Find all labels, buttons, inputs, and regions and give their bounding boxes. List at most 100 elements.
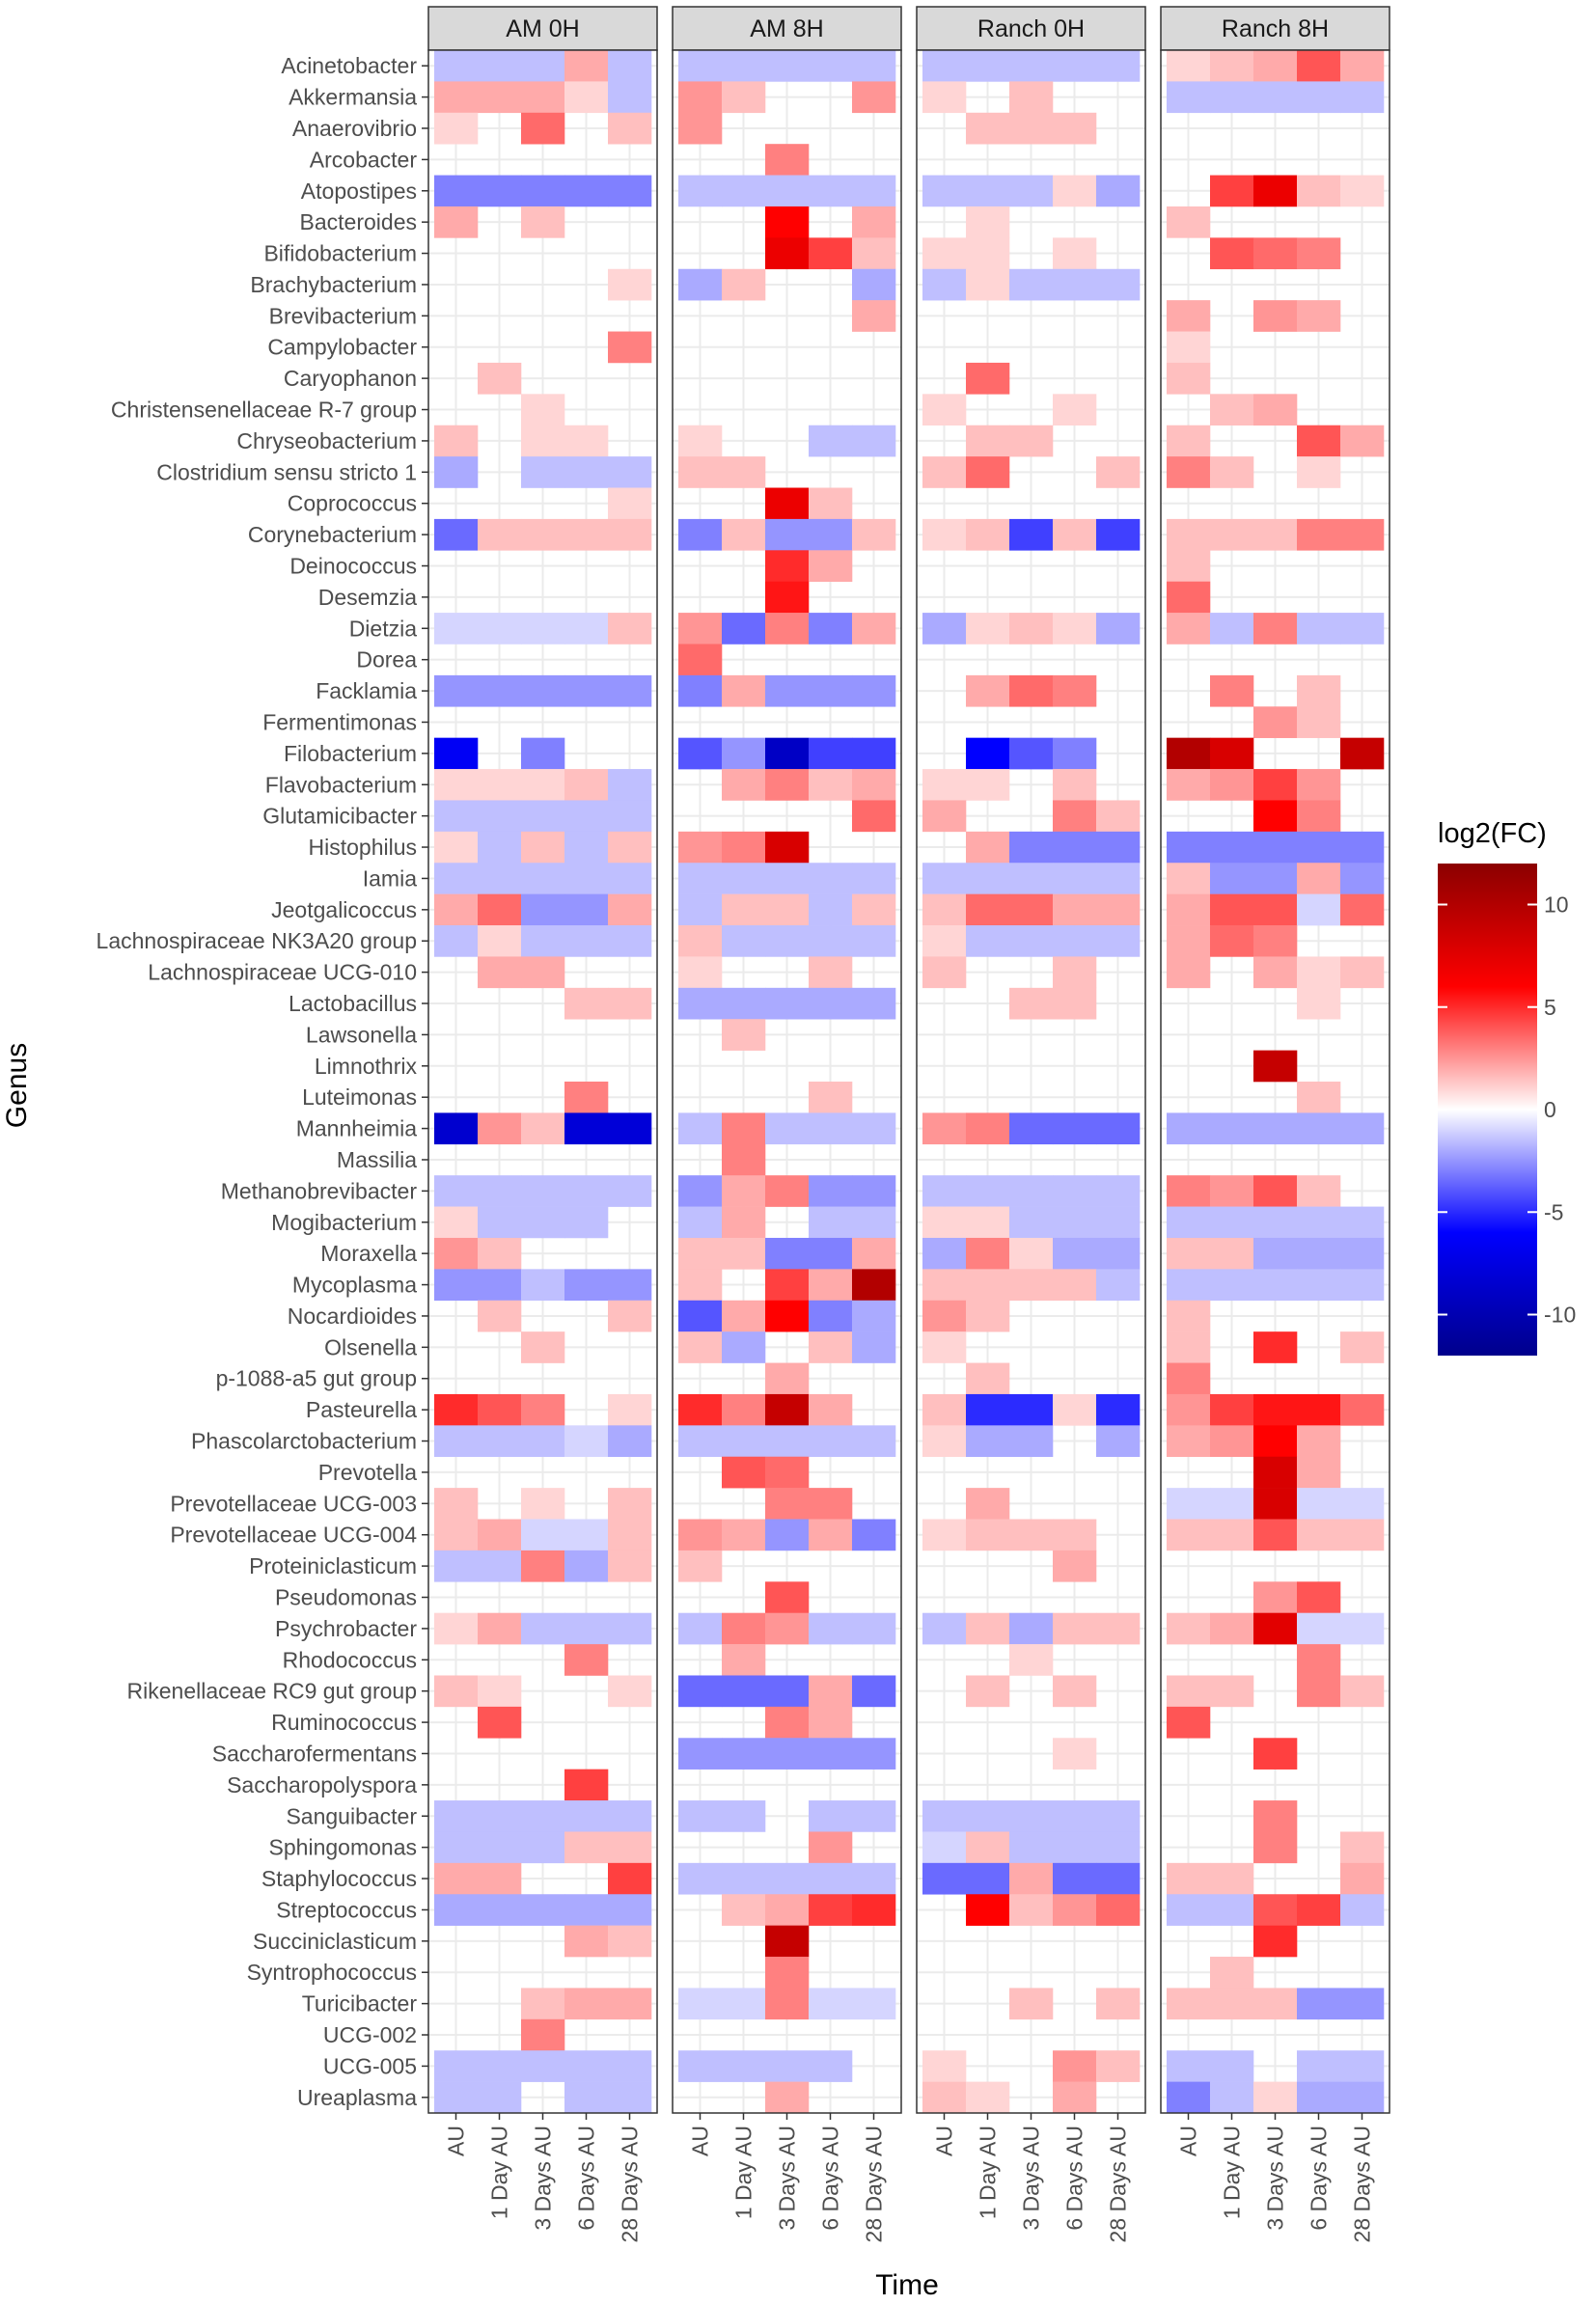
- heatmap-cell: [521, 1800, 565, 1832]
- heatmap-cell: [765, 1425, 810, 1458]
- heatmap-cell: [608, 863, 652, 894]
- heatmap-cell: [478, 1612, 522, 1645]
- heatmap-cell: [722, 1175, 766, 1207]
- heatmap-cell: [922, 1831, 967, 1864]
- heatmap-cell: [966, 925, 1010, 957]
- heatmap-cell: [722, 1425, 766, 1458]
- heatmap-cell: [1009, 518, 1054, 551]
- heatmap-cell: [564, 1425, 609, 1458]
- heatmap-cell: [678, 1612, 723, 1645]
- heatmap-cell: [678, 893, 723, 926]
- heatmap-cell: [1340, 863, 1385, 894]
- heatmap-cell: [434, 1237, 479, 1270]
- heatmap-cell: [765, 1988, 810, 2020]
- heatmap-cell: [434, 800, 479, 833]
- heatmap-cell: [434, 1488, 479, 1520]
- heatmap-cell: [608, 518, 652, 551]
- heatmap-cell: [521, 863, 565, 894]
- heatmap-cell: [478, 2050, 522, 2082]
- heatmap-cell: [1167, 1206, 1211, 1239]
- heatmap-cell: [1167, 1425, 1211, 1458]
- heatmap-cell: [521, 1894, 565, 1926]
- heatmap-cell: [1009, 1269, 1054, 1302]
- y-tick-label: Jeotgalicoccus: [271, 897, 417, 922]
- heatmap-cell: [1253, 1831, 1298, 1864]
- heatmap-cell: [1297, 50, 1341, 82]
- heatmap-cell: [1167, 613, 1211, 645]
- heatmap-cell: [1053, 1612, 1097, 1645]
- heatmap-cell: [678, 1269, 723, 1302]
- heatmap-cell: [1253, 800, 1298, 833]
- heatmap-cell: [852, 1425, 896, 1458]
- y-tick-label: Rhodococcus: [283, 1647, 417, 1672]
- y-tick-label: Sphingomonas: [269, 1835, 417, 1860]
- y-tick-label: Phascolarctobacterium: [191, 1429, 417, 1454]
- heatmap-cell: [809, 2050, 853, 2082]
- heatmap-cell: [521, 1206, 565, 1239]
- heatmap-cell: [1253, 1206, 1298, 1239]
- heatmap-cell: [966, 737, 1010, 770]
- heatmap-cell: [922, 800, 967, 833]
- heatmap-cell: [1167, 737, 1211, 770]
- heatmap-cell: [1297, 1675, 1341, 1708]
- heatmap-cell: [678, 1519, 723, 1551]
- heatmap-cell: [1053, 394, 1097, 426]
- y-tick-label: Sanguibacter: [286, 1803, 417, 1828]
- heatmap-cell: [1096, 1612, 1141, 1645]
- heatmap-cell: [564, 925, 609, 957]
- heatmap-cell: [1253, 237, 1298, 270]
- heatmap-cell: [809, 175, 853, 207]
- heatmap-cell: [478, 893, 522, 926]
- heatmap-cell: [852, 1237, 896, 1270]
- heatmap-cell: [765, 1862, 810, 1895]
- heatmap-cell: [1096, 1175, 1141, 1207]
- heatmap-cell: [608, 1112, 652, 1145]
- heatmap-cell: [608, 456, 652, 488]
- heatmap-cell: [1053, 800, 1097, 833]
- heatmap-cell: [478, 863, 522, 894]
- heatmap-cell: [678, 456, 723, 488]
- heatmap-cell: [765, 2050, 810, 2082]
- x-tick-label: 28 Days AU: [1350, 2126, 1375, 2242]
- heatmap-cell: [765, 987, 810, 1020]
- x-tick-label: AU: [444, 2126, 469, 2156]
- heatmap-cell: [1210, 1488, 1254, 1520]
- heatmap-cell: [521, 1269, 565, 1302]
- heatmap-cell: [1096, 831, 1141, 864]
- heatmap-cell: [966, 1831, 1010, 1864]
- heatmap-cell: [1009, 737, 1054, 770]
- heatmap-cell: [678, 1800, 723, 1832]
- heatmap-cell: [564, 425, 609, 457]
- heatmap-cell: [1009, 425, 1054, 457]
- heatmap-cell: [852, 1519, 896, 1551]
- heatmap-cell: [1340, 1675, 1385, 1708]
- heatmap-cell: [852, 893, 896, 926]
- heatmap-cell: [1340, 425, 1385, 457]
- heatmap-cell: [678, 1738, 723, 1770]
- heatmap-cell: [521, 800, 565, 833]
- heatmap-cell: [678, 925, 723, 957]
- heatmap-cell: [1297, 674, 1341, 707]
- heatmap-cell: [1253, 1894, 1298, 1926]
- heatmap-cell: [809, 1237, 853, 1270]
- heatmap-cell: [608, 987, 652, 1020]
- heatmap-cell: [1210, 2050, 1254, 2082]
- heatmap-cell: [1053, 613, 1097, 645]
- heatmap-cell: [1297, 1581, 1341, 1613]
- heatmap-cell: [1210, 456, 1254, 488]
- y-tick-label: Rikenellaceae RC9 gut group: [127, 1679, 417, 1704]
- heatmap-cell: [1053, 1831, 1097, 1864]
- x-tick-label: 1 Day AU: [976, 2126, 1001, 2219]
- heatmap-cell: [608, 1894, 652, 1926]
- heatmap-cell: [966, 1862, 1010, 1895]
- heatmap-cell: [1096, 1206, 1141, 1239]
- heatmap-cell: [966, 1362, 1010, 1395]
- heatmap-cell: [1096, 518, 1141, 551]
- heatmap-cell: [1053, 769, 1097, 801]
- heatmap-cell: [1053, 1393, 1097, 1426]
- heatmap-cell: [922, 1612, 967, 1645]
- heatmap-cell: [1297, 1206, 1341, 1239]
- heatmap-cell: [434, 2050, 479, 2082]
- heatmap-cell: [722, 1612, 766, 1645]
- heatmap-cell: [922, 175, 967, 207]
